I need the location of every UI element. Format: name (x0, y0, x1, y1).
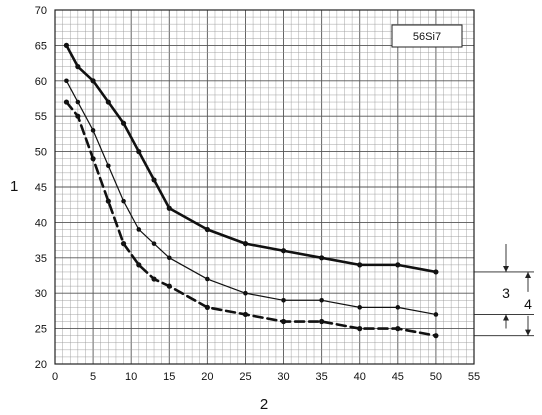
y-tick-label: 30 (35, 288, 47, 300)
series-2-point (151, 241, 157, 246)
series-2-point (121, 198, 126, 204)
series-3-point (242, 311, 249, 318)
legend-box: 56Si7 (391, 24, 463, 48)
series-3-point (395, 326, 401, 332)
y-axis-label: 1 (10, 178, 18, 195)
y-tick-label: 35 (35, 253, 47, 265)
legend-box-frame (391, 24, 463, 48)
y-tick-label: 65 (35, 40, 47, 52)
x-tick-label: 55 (468, 371, 480, 383)
x-tick-label: 20 (201, 371, 213, 383)
series-2-point (136, 227, 142, 232)
legend-box-label: 56Si7 (413, 31, 441, 43)
series-3-point (90, 156, 96, 162)
x-tick-label: 15 (163, 371, 175, 383)
x-tick-label: 40 (354, 371, 366, 383)
x-tick-label: 35 (316, 371, 328, 383)
series-1-point (395, 262, 401, 268)
annotation-arrowhead (525, 329, 531, 336)
axes-layer: 0 5 10 15 20 25 30 35 40 45 50 55 20 25 30 35 40 45 50 55 60… (35, 5, 480, 383)
series-1-point (433, 269, 439, 275)
series-1-point (357, 262, 363, 268)
series-2-point (205, 276, 210, 282)
annotation-arrowhead (525, 271, 531, 278)
series-1-point (151, 177, 157, 183)
series-3-point (204, 304, 210, 310)
series-1-point (90, 78, 96, 84)
series-1-point (166, 205, 172, 211)
series-2-point (90, 128, 96, 133)
annotation-layer: 34 (474, 243, 534, 337)
plot-frame (54, 9, 475, 365)
annotation-4-label: 4 (524, 296, 532, 312)
series-2-point (319, 297, 324, 303)
series-2-point (433, 312, 439, 317)
series-line-3 (65, 100, 438, 337)
series-3-point (433, 333, 439, 339)
series-3-point (120, 241, 127, 247)
series-2-point (281, 297, 286, 303)
series-3-point (357, 326, 363, 332)
y-tick-label: 70 (35, 5, 47, 17)
series-1-point (75, 64, 81, 70)
series-2-point (64, 78, 69, 84)
series-2-point (106, 163, 111, 169)
x-tick-label: 50 (430, 371, 442, 383)
annotation-arrowhead (503, 314, 509, 321)
series-2-point (243, 290, 248, 296)
series-1-point (204, 226, 210, 233)
y-tick-label: 60 (35, 76, 47, 88)
series-2-point (166, 255, 172, 261)
series-1-point (242, 241, 249, 247)
y-tick-label: 25 (35, 324, 47, 336)
series-1-point (280, 248, 287, 254)
series-3-point (280, 318, 287, 325)
y-tick-label: 50 (35, 147, 47, 159)
x-tick-label: 45 (392, 371, 404, 383)
x-tick-label: 0 (52, 371, 58, 383)
series-3-point (63, 99, 70, 105)
x-tick-label: 10 (125, 371, 137, 383)
y-tick-label: 45 (35, 182, 47, 194)
annotation-arrowhead (503, 265, 509, 272)
y-tick-label: 55 (35, 111, 47, 123)
y-tick-label: 40 (35, 217, 47, 229)
series-layer (63, 42, 439, 339)
x-tick-label: 25 (239, 371, 251, 383)
series-3-point (105, 198, 111, 204)
series-3-point (151, 276, 157, 282)
series-1-point (105, 99, 111, 105)
series-3-point (319, 318, 325, 325)
x-axis-label: 2 (260, 396, 268, 413)
y-tick-label: 20 (35, 359, 47, 371)
series-1-point (63, 42, 70, 49)
series-1-point (136, 149, 142, 155)
series-2-point (395, 305, 401, 310)
series-3-point (166, 283, 172, 289)
series-3-point (136, 262, 142, 268)
annotation-3-label: 3 (502, 285, 510, 301)
series-1-point (319, 255, 325, 261)
series-1-point (120, 120, 127, 126)
x-tick-label: 5 (90, 371, 96, 383)
series-2-point (75, 99, 81, 105)
series-3-point (75, 113, 81, 119)
x-tick-label: 30 (277, 371, 289, 383)
series-2-point (357, 305, 363, 310)
